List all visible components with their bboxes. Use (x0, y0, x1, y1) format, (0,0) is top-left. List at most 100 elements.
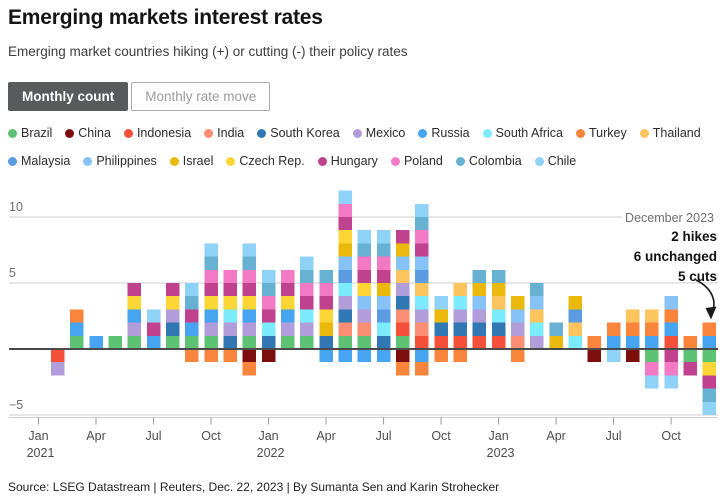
bar-segment-hike-jul-2022-chile (376, 230, 391, 244)
bar-segment-cut-sep-2022-turkey (415, 362, 429, 376)
bar-segment-cut-sep-2023-poland (645, 362, 659, 376)
chart-legend: Brazil China Indonesia India South Korea Mexi… (8, 126, 720, 168)
bar-segment-hike-sep-2021-chile (185, 283, 199, 297)
annotation-arrowhead-icon (705, 306, 717, 320)
source-footer: Source: LSEG Datastream | Reuters, Dec. … (8, 480, 500, 494)
x-axis-year-2022: 2022 (257, 446, 285, 460)
bar-segment-hike-jul-2022-israel (376, 283, 391, 297)
bar-segment-cut-oct-2023-poland (664, 362, 678, 376)
bar-segment-hike-oct-2023-indonesia (664, 335, 678, 349)
bar-segment-hike-dec-2021-colombia (242, 256, 257, 270)
bar-segment-hike-apr-2022-south-korea (319, 335, 333, 349)
legend-item-turkey: Turkey (575, 126, 627, 140)
bar-segment-hike-apr-2022-israel (319, 322, 333, 336)
y-axis-label-10: 10 (9, 200, 23, 214)
bar-segment-hike-may-2022-india (338, 322, 352, 336)
bar-segment-hike-apr-2022-poland (319, 283, 333, 297)
bar-segment-hike-may-2023-israel (568, 296, 583, 310)
bar-segment-hike-jun-2021-mexico (127, 322, 142, 336)
bar-segment-hike-jul-2022-hungary (376, 269, 391, 283)
legend-item-south-korea: South Korea (257, 126, 340, 140)
bar-segment-hike-jan-2022-south-korea (261, 335, 276, 349)
x-axis-label-oct: Oct (201, 429, 221, 443)
bar-segment-hike-nov-2022-south-africa (453, 296, 467, 310)
bar-segment-hike-mar-2023-philippines (530, 296, 544, 310)
legend-label-thailand: Thailand (652, 126, 701, 140)
bar-segment-hike-jul-2022-malaysia (376, 309, 391, 323)
legend-item-india: India (204, 126, 244, 140)
bar-segment-hike-sep-2022-thailand (415, 283, 429, 297)
bar-segment-hike-sep-2021-russia (185, 322, 199, 336)
bar-segment-hike-dec-2021-mexico (242, 322, 257, 336)
legend-label-mexico: Mexico (365, 126, 406, 140)
legend-item-czech-rep: Czech Rep. (226, 154, 305, 168)
legend-swatch-icon-colombia (455, 156, 465, 166)
bar-segment-hike-sep-2022-poland (415, 230, 429, 244)
bar-segment-hike-mar-2022-brazil (300, 335, 314, 349)
bar-segment-hike-sep-2022-colombia (415, 217, 429, 231)
bar-segment-hike-oct-2023-russia (664, 322, 678, 336)
bar-segment-cut-aug-2023-china (626, 349, 640, 363)
bar-segment-hike-jun-2022-poland (357, 256, 372, 270)
bar-segment-hike-nov-2023-turkey (683, 335, 698, 349)
bar-segment-hike-dec-2021-brazil (242, 335, 257, 349)
bar-segment-hike-dec-2022-south-korea (472, 322, 487, 336)
x-axis-label-jan-2021: Jan (28, 429, 48, 443)
x-axis-label-apr: Apr (86, 429, 105, 443)
bar-segment-hike-aug-2022-philippines (395, 256, 410, 270)
legend-label-poland: Poland (403, 154, 443, 168)
bar-segment-hike-oct-2021-brazil (204, 335, 218, 349)
legend-item-south-africa: South Africa (482, 126, 563, 140)
toggle-monthly-rate-move[interactable]: Monthly rate move (131, 82, 271, 111)
bar-segment-hike-mar-2021-russia (70, 322, 84, 336)
bar-segment-hike-feb-2022-poland (280, 269, 295, 283)
bar-segment-cut-sep-2021-turkey (185, 349, 199, 363)
bar-segment-hike-sep-2022-chile (415, 203, 429, 217)
bar-segment-hike-jul-2021-hungary (146, 322, 161, 336)
legend-item-colombia: Colombia (455, 154, 522, 168)
legend-swatch-icon-china (65, 128, 75, 138)
bar-segment-hike-sep-2023-turkey (645, 322, 659, 336)
bar-segment-hike-jun-2021-russia (127, 309, 142, 323)
bar-segment-hike-oct-2021-mexico (204, 322, 218, 336)
bar-segment-hike-oct-2021-colombia (204, 256, 218, 270)
bar-segment-cut-dec-2023-czech-rep (702, 362, 717, 376)
bar-segment-hike-sep-2022-south-africa (415, 296, 429, 310)
bar-segment-hike-oct-2022-indonesia (434, 335, 448, 349)
bar-segment-hike-may-2022-malaysia (338, 269, 352, 283)
bar-segment-hike-feb-2022-russia (280, 309, 295, 323)
legend-swatch-icon-south-korea (257, 128, 267, 138)
bar-segment-cut-nov-2021-turkey (223, 349, 237, 363)
bar-segment-hike-may-2022-israel (338, 243, 352, 257)
bar-segment-hike-oct-2021-chile (204, 243, 218, 257)
bar-segment-hike-jan-2023-thailand (491, 296, 506, 310)
bar-segment-hike-feb-2023-mexico (511, 322, 525, 336)
bar-segment-hike-aug-2021-brazil (165, 335, 180, 349)
bar-segment-cut-oct-2023-hungary (664, 349, 678, 363)
bar-segment-hike-jul-2021-chile (146, 309, 161, 323)
x-axis-label-jul: Jul (376, 429, 392, 443)
bar-segment-cut-jul-2023-chile (606, 349, 621, 363)
bar-segment-hike-feb-2022-czech-rep (280, 296, 295, 310)
bar-segment-hike-jul-2023-turkey (606, 322, 621, 336)
x-axis-label-oct: Oct (661, 429, 681, 443)
bar-segment-hike-dec-2022-colombia (472, 269, 487, 283)
bar-segment-hike-jan-2023-south-korea (491, 322, 506, 336)
bar-segment-hike-dec-2021-hungary (242, 283, 257, 297)
bar-segment-cut-feb-2021-indonesia (50, 349, 65, 363)
legend-swatch-icon-russia (418, 128, 428, 138)
bar-segment-hike-apr-2023-israel (549, 335, 563, 349)
legend-label-south-korea: South Korea (270, 126, 340, 140)
bar-segment-hike-mar-2022-poland (300, 283, 314, 297)
bar-segment-hike-jan-2022-south-africa (261, 322, 276, 336)
bar-segment-hike-oct-2021-russia (204, 309, 218, 323)
legend-item-poland: Poland (390, 154, 443, 168)
legend-swatch-icon-brazil (8, 128, 17, 138)
bar-segment-hike-may-2022-mexico (338, 296, 352, 310)
legend-label-russia: Russia (431, 126, 470, 140)
toggle-monthly-count[interactable]: Monthly count (8, 82, 129, 111)
legend-label-chile: Chile (547, 154, 577, 168)
bar-segment-hike-jan-2023-israel (491, 283, 506, 297)
legend-item-chile: Chile (534, 154, 577, 168)
